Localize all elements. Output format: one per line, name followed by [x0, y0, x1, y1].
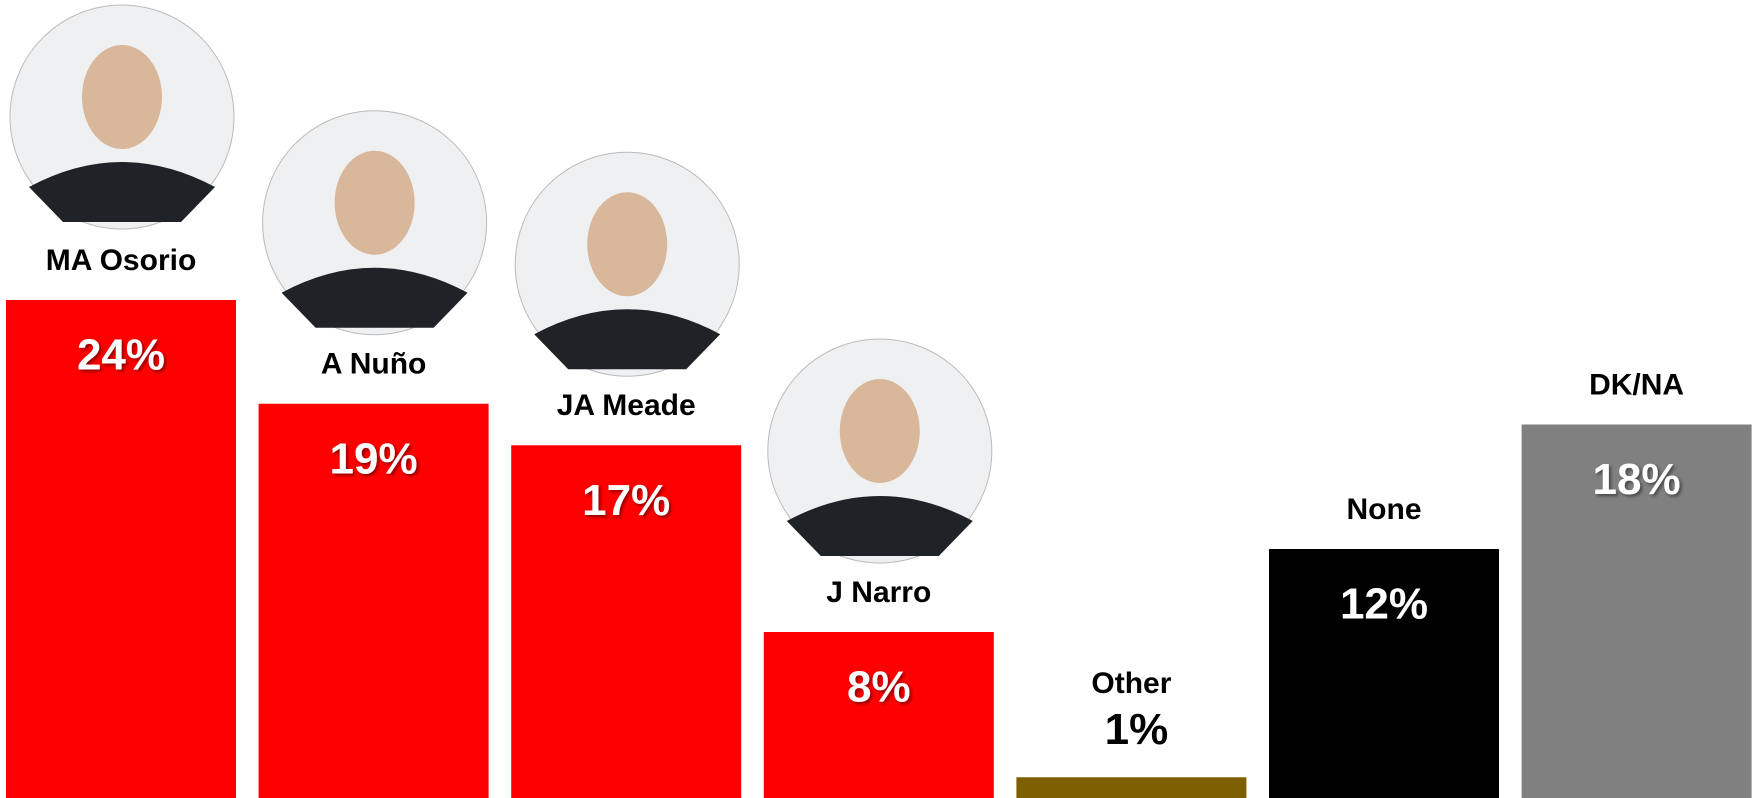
value-label: 24%	[77, 331, 165, 380]
bar	[511, 445, 742, 798]
category-label: DK/NA	[1589, 368, 1684, 401]
photo-suit	[29, 162, 215, 222]
value-label: 17%	[582, 476, 670, 525]
value-label: 18%	[1593, 455, 1681, 504]
category-label: JA Meade	[557, 389, 696, 422]
photo-head	[587, 192, 668, 297]
value-label: 8%	[847, 663, 911, 712]
category-label: None	[1347, 493, 1422, 526]
bar	[1521, 424, 1752, 798]
photo-suit	[786, 496, 973, 556]
bar	[763, 632, 994, 798]
category-label: MA Osorio	[46, 244, 197, 277]
category-label: J Narro	[826, 576, 931, 609]
bar	[258, 403, 489, 798]
photo-suit	[534, 309, 721, 370]
bar	[1269, 549, 1499, 798]
value-label: 19%	[330, 434, 418, 483]
value-label: 1%	[1105, 705, 1169, 754]
photo-head	[82, 45, 162, 149]
photo-head	[334, 150, 415, 255]
bar	[6, 300, 236, 798]
photo-head	[839, 379, 920, 483]
value-label: 12%	[1340, 580, 1428, 629]
category-label: A Nuño	[321, 348, 427, 381]
photo-suit	[281, 267, 468, 328]
category-label: Other	[1091, 667, 1171, 700]
bar	[1016, 777, 1247, 798]
